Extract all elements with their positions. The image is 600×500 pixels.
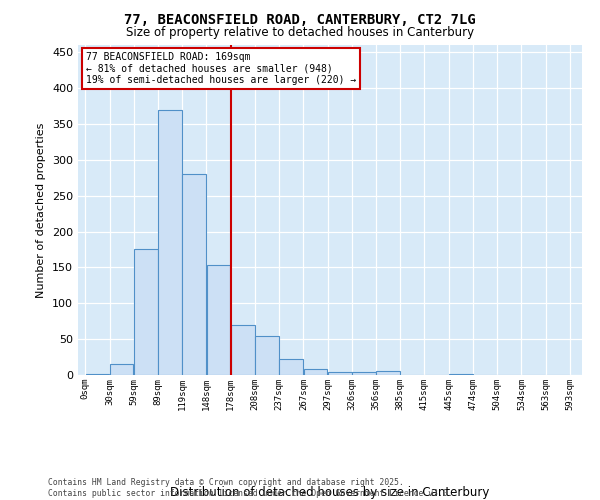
Bar [158, 110, 182, 375]
Bar [449, 374, 473, 375]
Bar [255, 336, 279, 375]
Bar [304, 370, 328, 375]
Text: 77 BEACONSFIELD ROAD: 169sqm
← 81% of detached houses are smaller (948)
19% of s: 77 BEACONSFIELD ROAD: 169sqm ← 81% of de… [86, 52, 356, 86]
Bar [376, 370, 400, 375]
Bar [110, 364, 133, 375]
Bar [280, 359, 303, 375]
Bar [206, 265, 230, 375]
Text: 77, BEACONSFIELD ROAD, CANTERBURY, CT2 7LG: 77, BEACONSFIELD ROAD, CANTERBURY, CT2 7… [124, 12, 476, 26]
X-axis label: Distribution of detached houses by size in Canterbury: Distribution of detached houses by size … [170, 486, 490, 500]
Bar [86, 374, 109, 375]
Y-axis label: Number of detached properties: Number of detached properties [37, 122, 46, 298]
Bar [352, 372, 376, 375]
Bar [182, 174, 206, 375]
Bar [328, 372, 352, 375]
Bar [231, 325, 254, 375]
Text: Size of property relative to detached houses in Canterbury: Size of property relative to detached ho… [126, 26, 474, 39]
Text: Contains HM Land Registry data © Crown copyright and database right 2025.
Contai: Contains HM Land Registry data © Crown c… [48, 478, 452, 498]
Bar [134, 250, 158, 375]
